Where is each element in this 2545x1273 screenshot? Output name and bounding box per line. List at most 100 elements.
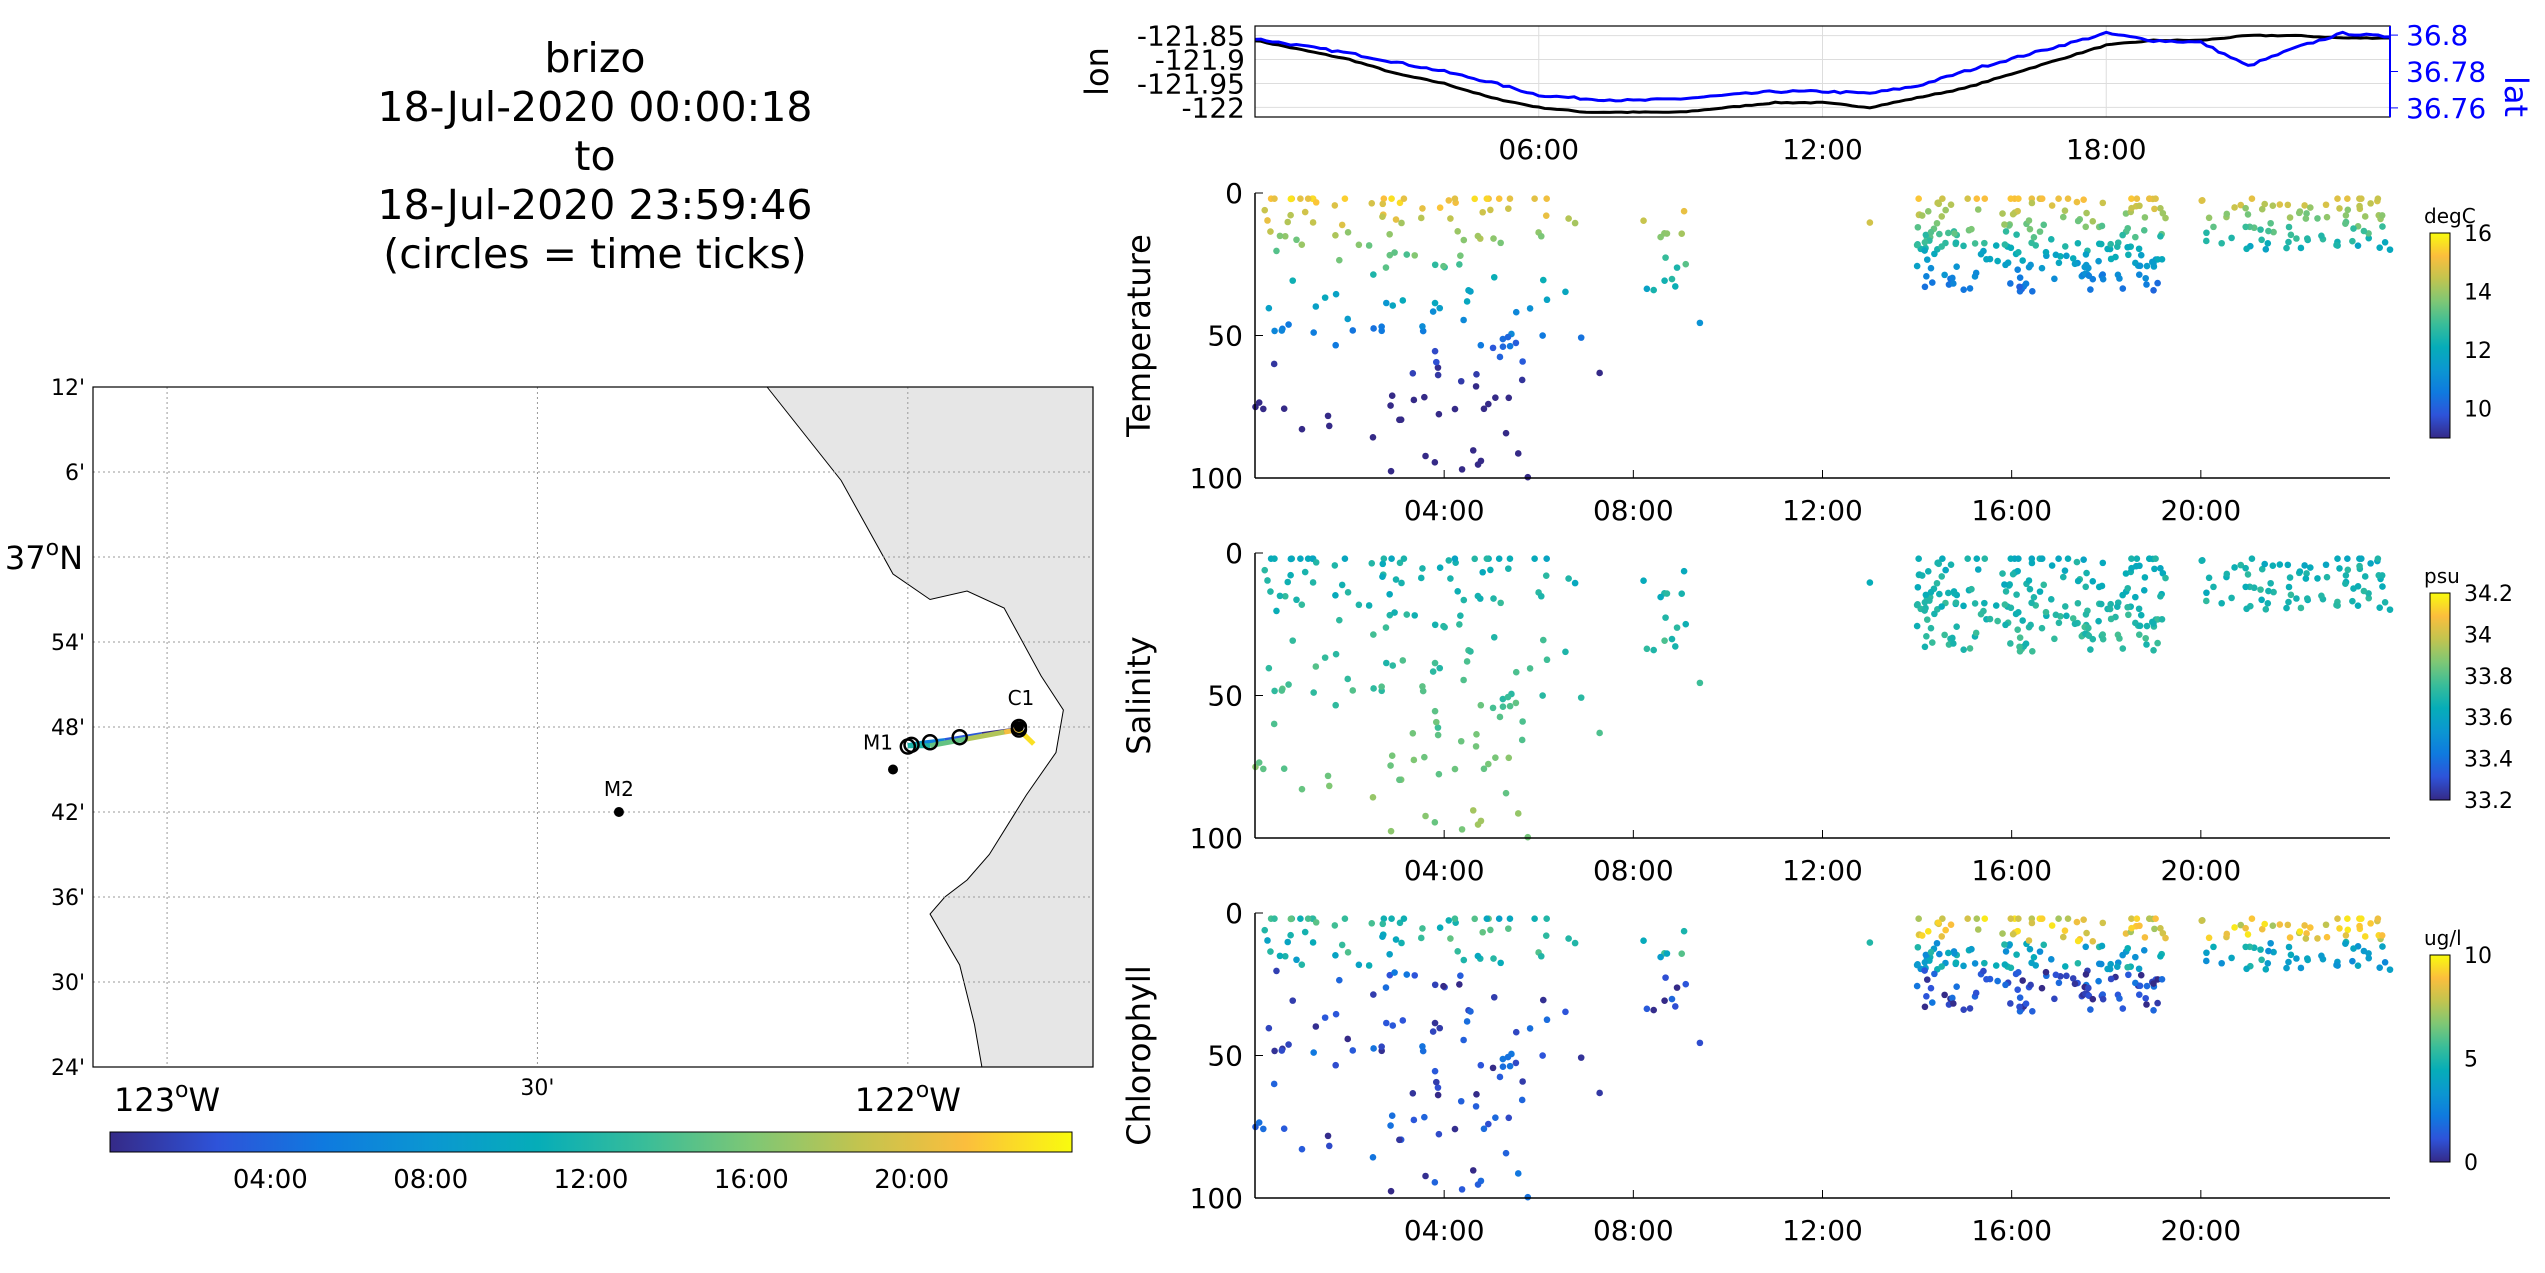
sample-point	[2267, 939, 2274, 947]
sample-point	[2276, 201, 2284, 208]
sample-point	[2143, 281, 2150, 288]
sample-point	[1663, 230, 1671, 237]
sample-point	[1379, 920, 1387, 928]
sample-point	[1273, 607, 1280, 615]
sample-point	[1999, 570, 2006, 577]
sample-point	[1483, 555, 1491, 562]
sample-point	[1953, 983, 1960, 991]
sample-point	[2082, 223, 2090, 231]
sample-point	[1492, 394, 1499, 401]
sample-point	[2019, 977, 2026, 984]
sample-point	[2026, 585, 2034, 593]
sample-point	[1924, 208, 1932, 215]
sample-point	[2264, 599, 2272, 607]
sample-point	[1297, 915, 1304, 922]
sample-point	[1949, 994, 1956, 1002]
sample-point	[2064, 555, 2072, 562]
sample-point	[2258, 205, 2266, 213]
sample-point	[2136, 622, 2144, 630]
sample-point	[1972, 989, 1980, 997]
sample-point	[1270, 360, 1278, 368]
station-label: C1	[1008, 686, 1035, 710]
sample-point	[1939, 195, 1946, 202]
sample-point	[1506, 555, 1514, 562]
track-segment	[1017, 727, 1036, 746]
sample-point	[1596, 1089, 1603, 1097]
sample-point	[1411, 612, 1419, 619]
sample-point	[1332, 341, 1339, 349]
sample-point	[2028, 919, 2036, 927]
sample-point	[2098, 222, 2106, 230]
sample-point	[1278, 1047, 1286, 1054]
sample-point	[2237, 201, 2245, 209]
sample-point	[1332, 290, 1340, 298]
sample-point	[2243, 245, 2250, 253]
sample-point	[2205, 214, 2213, 222]
sample-point	[1933, 219, 1941, 227]
sample-point	[2154, 639, 2161, 647]
sample-point	[2284, 561, 2292, 569]
sample-point	[1456, 621, 1463, 628]
sample-point	[2376, 604, 2383, 611]
sample-point	[1278, 687, 1286, 694]
sample-point	[1657, 233, 1664, 241]
sample-point	[1921, 643, 1929, 651]
sample-point	[1479, 568, 1486, 576]
sample-point	[1284, 578, 1292, 586]
sample-point	[2304, 595, 2311, 602]
sample-point	[1344, 949, 1352, 956]
sample-point	[2025, 217, 2033, 224]
sample-point	[2098, 942, 2106, 950]
sample-point	[1485, 400, 1492, 408]
sample-point	[1388, 555, 1395, 562]
sample-point	[1505, 754, 1513, 762]
to-word: to	[574, 132, 616, 180]
sample-point	[2074, 217, 2082, 225]
sample-point	[1436, 664, 1444, 672]
sample-point	[1934, 199, 1942, 206]
sample-point	[1518, 1096, 1526, 1104]
colorbar-tick: 34	[2464, 623, 2492, 648]
sample-point	[1562, 288, 1569, 296]
sample-point	[2013, 591, 2020, 598]
sample-point	[1524, 473, 1532, 481]
sample-point	[2150, 980, 2157, 987]
lat-tick-label: 36.78	[2406, 56, 2486, 89]
sample-point	[1972, 629, 1980, 637]
depth-tick-label: 0	[1225, 897, 1243, 930]
sample-point	[2007, 915, 2015, 922]
sample-point	[1380, 555, 1388, 562]
sample-point	[1422, 1172, 1429, 1180]
sample-point	[2132, 979, 2139, 987]
sample-point	[1451, 765, 1459, 773]
sample-point	[2128, 195, 2135, 202]
sample-point	[2082, 971, 2090, 978]
time-tick-label: 16:00	[1971, 1214, 2052, 1247]
colorbar-tick: 14	[2464, 281, 2492, 306]
sample-point	[2210, 943, 2217, 951]
sample-point	[1931, 610, 1938, 618]
sample-point	[1640, 217, 1647, 225]
sample-point	[2157, 592, 2164, 600]
sample-point	[1368, 560, 1376, 567]
sample-point	[1918, 572, 1926, 579]
sample-point	[1298, 785, 1306, 793]
sample-point	[1927, 588, 1935, 596]
sample-point	[1966, 1005, 1974, 1012]
sample-point	[1429, 668, 1437, 675]
sample-point	[1915, 555, 1922, 562]
sample-point	[1922, 231, 1930, 239]
sample-point	[2276, 561, 2284, 568]
sample-point	[1336, 616, 1343, 624]
sample-point	[2231, 924, 2238, 931]
sample-point	[2136, 262, 2144, 270]
time-tick-label: 08:00	[1593, 854, 1674, 887]
sample-point	[2244, 571, 2252, 578]
sample-point	[1370, 685, 1377, 692]
sample-point	[1431, 347, 1439, 355]
sample-point	[2001, 601, 2009, 608]
sample-point	[1273, 967, 1280, 975]
sample-point	[2036, 948, 2044, 955]
sample-point	[2302, 575, 2310, 582]
sample-point	[2047, 236, 2055, 243]
